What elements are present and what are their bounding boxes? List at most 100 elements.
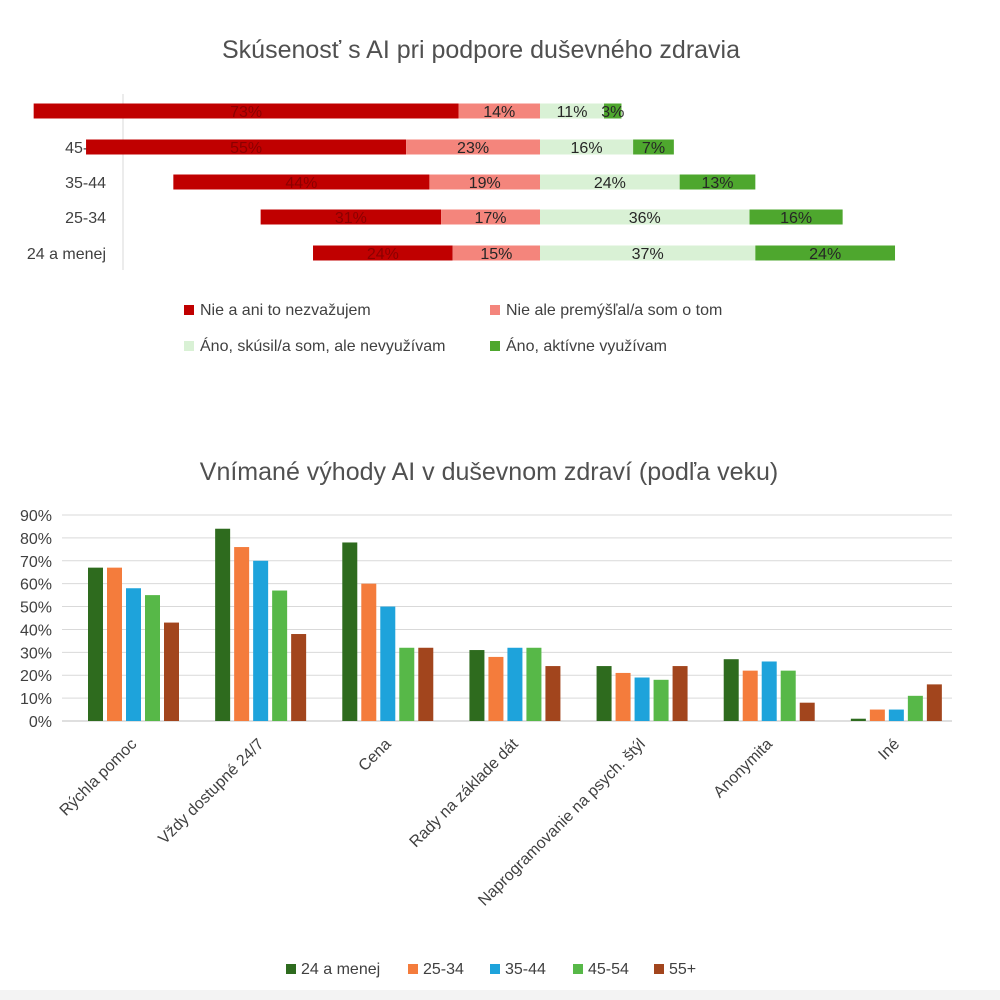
bar-segment — [540, 245, 756, 261]
bar-segment — [441, 209, 540, 225]
bar — [869, 709, 885, 721]
bar — [272, 590, 288, 721]
y-tick-label: 10% — [20, 691, 52, 708]
bar-segment — [604, 103, 622, 119]
bar — [907, 695, 923, 721]
x-tick-label: Iné — [875, 736, 903, 764]
bar-segment — [755, 245, 896, 261]
bar — [850, 718, 866, 721]
bar-segment — [458, 103, 540, 119]
x-tick-label: Rýchla pomoc — [57, 736, 141, 820]
legend-swatch — [184, 305, 194, 315]
y-tick-label: 50% — [20, 600, 52, 617]
bar — [780, 670, 796, 721]
bar — [742, 670, 758, 721]
bar — [526, 647, 542, 721]
legend-label: Nie a ani to nezvažujem — [200, 302, 371, 319]
bar — [888, 709, 904, 721]
data-label: 14% — [483, 104, 515, 121]
y-tick-label: 0% — [29, 714, 52, 731]
data-label: 11% — [557, 104, 588, 121]
data-label: 23% — [457, 140, 489, 157]
bar — [399, 647, 415, 721]
bar — [634, 677, 650, 721]
benefits-chart-title: Vnímané výhody AI v duševnom zdraví (pod… — [200, 458, 778, 486]
benefits-chart: Vnímané výhody AI v duševnom zdraví (pod… — [20, 458, 952, 978]
bar — [653, 679, 669, 721]
x-tick-label: Cena — [356, 736, 395, 775]
bar-segment — [260, 209, 442, 225]
bottom-strip — [0, 990, 1000, 1000]
y-tick-label: 20% — [20, 668, 52, 685]
bar — [596, 666, 612, 721]
legend-label: 25-34 — [423, 961, 464, 978]
bar-segment — [173, 174, 430, 190]
bar — [361, 583, 377, 721]
legend-swatch — [573, 964, 583, 974]
bar-segment — [540, 209, 750, 225]
bar-segment — [429, 174, 540, 190]
bar — [164, 622, 179, 721]
bar — [545, 666, 561, 721]
y-tick-label: 80% — [20, 531, 52, 548]
experience-chart: Skúsenosť s AI pri podpore duševného zdr… — [27, 36, 896, 355]
bar — [234, 547, 250, 721]
data-label: 37% — [632, 246, 664, 263]
data-label: 17% — [475, 210, 507, 227]
y-tick-label: 40% — [20, 622, 52, 639]
bar — [88, 567, 103, 721]
data-label: 7% — [642, 140, 665, 157]
legend-swatch — [654, 964, 664, 974]
data-label: 13% — [701, 175, 733, 192]
bar — [253, 560, 269, 721]
data-label: 16% — [571, 140, 603, 157]
bar — [672, 666, 688, 721]
bar-segment — [406, 139, 540, 155]
bar — [615, 672, 631, 721]
legend-swatch — [286, 964, 296, 974]
experience-chart-title: Skúsenosť s AI pri podpore duševného zdr… — [222, 36, 740, 64]
bar — [418, 647, 434, 721]
category-label: 24 a menej — [27, 246, 106, 263]
data-label: 24% — [594, 175, 626, 192]
bar-segment — [452, 245, 540, 261]
legend-swatch — [408, 964, 418, 974]
bar-segment — [633, 139, 674, 155]
x-tick-label: Anonymita — [711, 736, 777, 802]
bar — [469, 650, 485, 721]
data-label: 36% — [629, 210, 661, 227]
bar — [380, 606, 396, 721]
data-label: 15% — [480, 246, 512, 263]
bar — [215, 528, 231, 721]
data-label: 24% — [809, 246, 841, 263]
bar — [488, 656, 504, 721]
data-label: 44% — [285, 175, 317, 192]
bar — [291, 634, 307, 721]
legend-swatch — [490, 305, 500, 315]
bar — [926, 684, 942, 721]
legend-label: 24 a menej — [301, 961, 380, 978]
bar — [761, 661, 777, 721]
bar — [723, 659, 739, 721]
legend-label: 35-44 — [505, 961, 546, 978]
legend-label: Nie ale premýšľal/a som o tom — [506, 302, 722, 319]
legend-label: 55+ — [669, 961, 696, 978]
legend-label: 45-54 — [588, 961, 629, 978]
legend-label: Áno, aktívne využívam — [506, 336, 667, 355]
bar — [126, 588, 141, 721]
category-label: 35-44 — [65, 175, 106, 192]
bar-segment — [749, 209, 843, 225]
bar — [507, 647, 523, 721]
y-tick-label: 60% — [20, 577, 52, 594]
data-label: 73% — [230, 104, 262, 121]
x-tick-label: Vždy dostupné 24/7 — [155, 736, 267, 848]
data-label: 16% — [780, 210, 812, 227]
bar — [799, 702, 815, 721]
bar-segment — [86, 139, 407, 155]
y-tick-label: 90% — [20, 508, 52, 525]
bar-segment — [540, 103, 605, 119]
legend-swatch — [490, 964, 500, 974]
bar — [145, 595, 160, 721]
bar-segment — [313, 245, 453, 261]
bar — [342, 542, 358, 721]
